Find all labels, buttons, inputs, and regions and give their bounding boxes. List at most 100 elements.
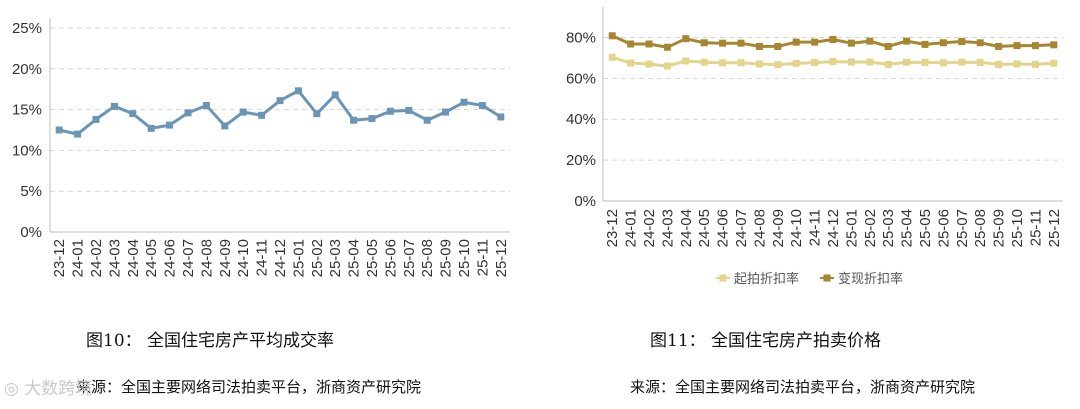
- data-point: [939, 59, 947, 67]
- data-point: [405, 106, 413, 114]
- x-tick-label: 25-07: [954, 209, 971, 247]
- data-point: [1031, 42, 1039, 50]
- x-tick-label: 23-12: [51, 239, 68, 277]
- legend-label: 变现折扣率: [838, 271, 903, 287]
- x-tick-label: 24-01: [70, 239, 87, 277]
- x-tick-label: 25-06: [935, 209, 952, 247]
- y-tick-label: 20%: [566, 152, 596, 169]
- data-point: [386, 107, 394, 115]
- data-point: [682, 57, 690, 65]
- x-tick-label: 25-06: [382, 239, 399, 277]
- x-tick-label: 24-09: [770, 209, 787, 247]
- data-point: [847, 58, 855, 66]
- data-point: [976, 58, 984, 66]
- data-point: [313, 110, 321, 118]
- data-point: [884, 60, 892, 68]
- data-point: [350, 116, 358, 124]
- legend-marker: [823, 274, 831, 282]
- x-tick-label: 24-11: [254, 239, 271, 276]
- data-point: [1031, 60, 1039, 68]
- data-point: [55, 126, 63, 134]
- data-point: [737, 59, 745, 67]
- data-point: [884, 42, 892, 50]
- x-tick-label: 23-12: [604, 209, 621, 247]
- data-point: [442, 108, 450, 116]
- y-tick-label: 0%: [574, 193, 596, 210]
- x-tick-label: 25-08: [972, 209, 989, 247]
- data-point: [147, 124, 155, 132]
- data-point: [294, 87, 302, 95]
- y-tick-label: 0%: [20, 224, 42, 241]
- x-tick-label: 25-03: [327, 239, 344, 277]
- y-tick-label: 40%: [566, 111, 596, 128]
- data-point: [627, 59, 635, 67]
- data-point: [645, 40, 653, 48]
- data-point: [331, 91, 339, 99]
- chart-auction-price-discount: 0%20%40%60%80%23-12 24-01 24-02 24-03 24-04 2…: [566, 7, 1063, 287]
- data-point: [995, 42, 1003, 50]
- y-tick-label: 20%: [12, 61, 42, 78]
- x-tick-label: 25-08: [419, 239, 436, 277]
- data-point: [608, 32, 616, 40]
- data-point: [460, 98, 468, 106]
- y-tick-label: 25%: [12, 20, 42, 37]
- x-tick-label: 25-05: [364, 239, 381, 277]
- legend-label: 起拍折扣率: [734, 271, 799, 287]
- y-tick-label: 80%: [566, 29, 596, 46]
- x-tick-label: 25-10: [1009, 209, 1026, 247]
- data-point: [921, 58, 929, 66]
- data-point: [958, 58, 966, 66]
- data-point: [719, 39, 727, 47]
- watermark: ◎ 大数跨境: [4, 374, 92, 399]
- data-point: [958, 38, 966, 46]
- data-point: [847, 39, 855, 47]
- x-tick-label: 24-04: [678, 209, 695, 247]
- data-point: [719, 59, 727, 67]
- data-point: [221, 122, 229, 130]
- data-point: [774, 42, 782, 50]
- data-point: [497, 113, 505, 121]
- x-tick-label: 24-05: [143, 239, 160, 277]
- legend-marker: [719, 274, 727, 282]
- x-tick-label: 25-12: [493, 239, 510, 277]
- x-tick-label: 24-07: [180, 239, 197, 277]
- x-tick-label: 25-12: [1046, 209, 1063, 247]
- data-point: [92, 115, 100, 123]
- x-tick-label: 24-08: [751, 209, 768, 247]
- wechat-watermark-icon: ◎: [4, 379, 19, 399]
- chart-average-transaction-rate: 0%5%10%15%20%25%23-12 24-01 24-02 24-03 24-0…: [12, 18, 510, 277]
- data-point: [184, 109, 192, 117]
- data-point: [829, 35, 837, 43]
- data-point: [663, 62, 671, 70]
- data-point: [792, 59, 800, 67]
- data-point: [829, 58, 837, 66]
- data-point: [866, 37, 874, 45]
- data-point: [811, 38, 819, 46]
- x-tick-label: 24-12: [825, 209, 842, 247]
- data-point: [258, 111, 266, 119]
- data-point: [700, 58, 708, 66]
- data-point: [368, 115, 376, 123]
- source-note-right: 来源：全国主要网络司法拍卖平台，浙商资产研究院: [630, 378, 976, 396]
- data-point: [129, 110, 137, 118]
- data-point: [682, 35, 690, 43]
- data-point: [700, 39, 708, 47]
- x-tick-label: 25-04: [346, 239, 363, 277]
- data-point: [921, 40, 929, 48]
- x-tick-label: 24-02: [641, 209, 658, 247]
- data-point: [1013, 42, 1021, 50]
- y-tick-label: 15%: [12, 102, 42, 119]
- data-point: [478, 102, 486, 110]
- data-point: [755, 42, 763, 50]
- x-tick-label: 24-07: [733, 209, 750, 247]
- x-tick-label: 25-02: [862, 209, 879, 247]
- x-tick-label: 25-05: [917, 209, 934, 247]
- data-point: [939, 39, 947, 47]
- x-tick-label: 24-10: [235, 239, 252, 277]
- data-point: [774, 61, 782, 69]
- x-tick-label: 25-09: [991, 209, 1008, 247]
- figure-10-caption: 图10： 全国住宅房产平均成交率: [86, 331, 335, 351]
- data-point: [811, 59, 819, 67]
- data-point: [276, 97, 284, 105]
